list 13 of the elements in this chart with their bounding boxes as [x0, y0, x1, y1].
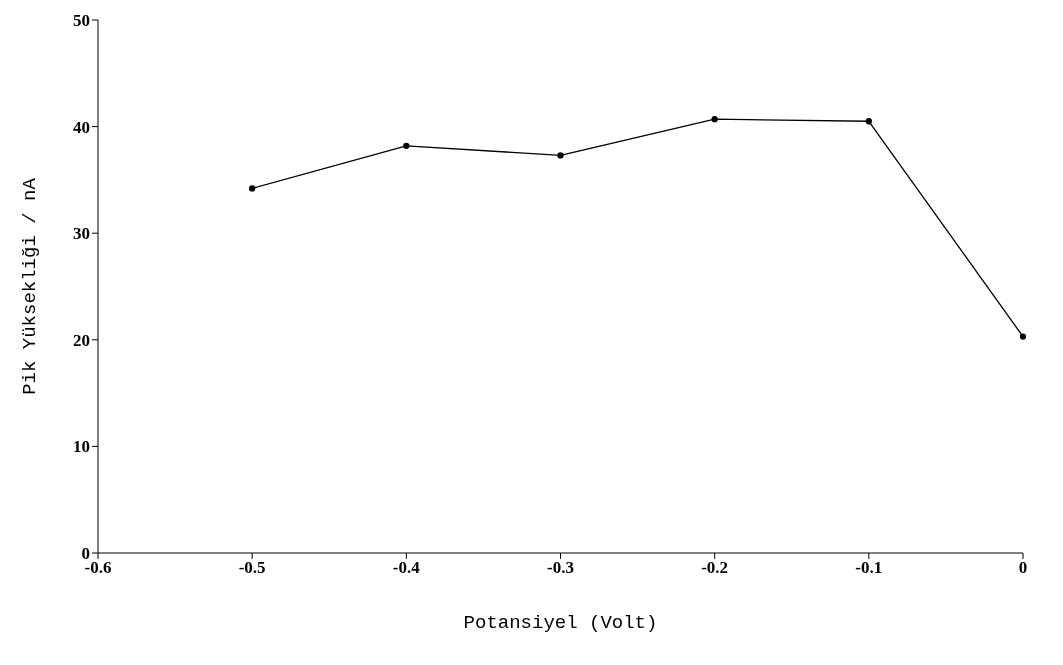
x-tick-label: -0.4	[392, 558, 421, 578]
x-tick-label: -0.5	[238, 558, 266, 578]
y-axis-title: Pik Yüksekliği / nA	[18, 177, 41, 395]
y-tick-label: 50	[73, 11, 90, 31]
y-tick-label: 10	[73, 437, 90, 457]
x-tick-label: -0.2	[701, 558, 729, 578]
x-tick-label: -0.3	[547, 558, 574, 578]
x-axis-title: Potansiyel (Volt)	[463, 612, 658, 634]
y-tick-label: 40	[73, 117, 90, 137]
y-tick-label: 20	[73, 330, 90, 350]
y-tick-label: 30	[73, 224, 90, 244]
x-tick-label: 0	[1018, 558, 1028, 578]
x-tick-label: -0.1	[855, 558, 883, 578]
